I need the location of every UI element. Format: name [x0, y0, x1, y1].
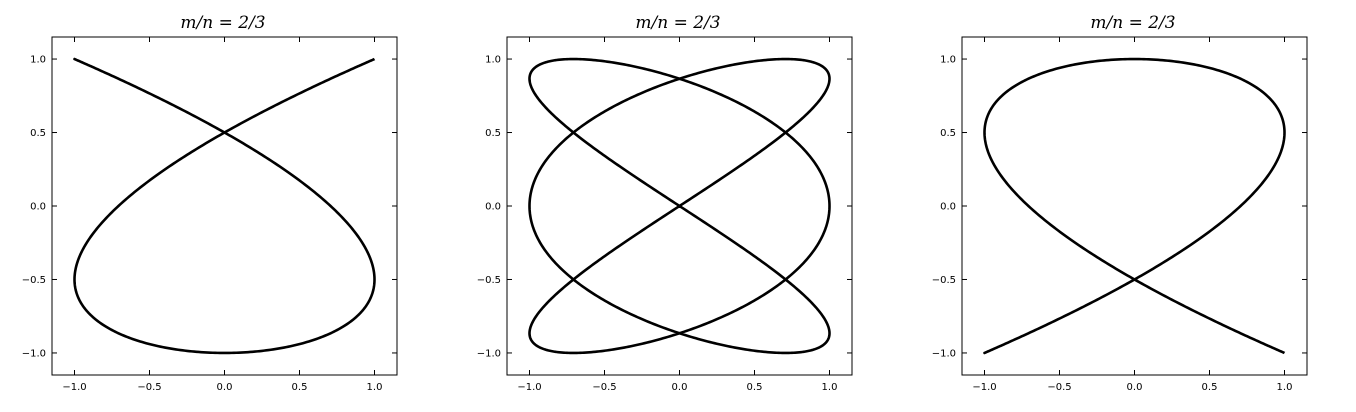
subplot-1-title: m/n = 2/3 [180, 13, 265, 33]
x-tick-label: −0.5 [137, 382, 161, 393]
x-tick-label: 0.5 [1202, 382, 1218, 393]
x-tick-label: −0.5 [1047, 382, 1071, 393]
y-tick-label: 0.0 [30, 202, 46, 213]
subplot-2-curve [528, 57, 831, 355]
y-tick-label: 0.5 [940, 128, 956, 139]
y-tick-label: 0.0 [485, 202, 501, 213]
y-tick-label: −1.0 [22, 348, 46, 359]
subplot-1-axes-frame [51, 36, 398, 376]
y-tick-label: −0.5 [22, 275, 46, 286]
subplot-1: m/n = 2/3 −1.0 −0.5 0.0 0.5 1.0 −1.0 −0.5 0.0 0.… [22, 13, 398, 393]
x-tick-label: 0.5 [747, 382, 763, 393]
subplot-3-title: m/n = 2/3 [1090, 13, 1175, 33]
x-tick-label: −1.0 [62, 382, 86, 393]
x-tick-label: 0.0 [1127, 382, 1143, 393]
y-tick-label: −1.0 [932, 348, 956, 359]
x-tick-label: 1.0 [822, 382, 838, 393]
subplot-3-curve [983, 57, 1286, 355]
x-tick-label: 0.0 [672, 382, 688, 393]
y-tick-label: 0.5 [485, 128, 501, 139]
y-tick-label: 0.5 [30, 128, 46, 139]
subplot-2: m/n = 2/3 −1.0 −0.5 0.0 0.5 1.0 −1.0 −0.5 0.0 0.… [477, 13, 853, 393]
y-tick-label: 1.0 [940, 55, 956, 66]
y-tick-label: 0.0 [940, 202, 956, 213]
subplot-3-axes-frame [961, 36, 1308, 376]
subplot-2-title: m/n = 2/3 [635, 13, 720, 33]
x-tick-label: 0.0 [217, 382, 233, 393]
subplot-1-curve [73, 57, 376, 355]
x-tick-label: 1.0 [367, 382, 383, 393]
x-tick-label: −1.0 [972, 382, 996, 393]
x-tick-label: −0.5 [592, 382, 616, 393]
x-tick-label: −1.0 [517, 382, 541, 393]
y-tick-label: −0.5 [477, 275, 501, 286]
y-tick-label: −0.5 [932, 275, 956, 286]
y-tick-label: 1.0 [485, 55, 501, 66]
x-tick-label: 0.5 [292, 382, 308, 393]
y-tick-label: 1.0 [30, 55, 46, 66]
y-tick-label: −1.0 [477, 348, 501, 359]
subplot-3: m/n = 2/3 −1.0 −0.5 0.0 0.5 1.0 −1.0 −0.5 0.0 0.… [932, 13, 1308, 393]
x-tick-label: 1.0 [1277, 382, 1293, 393]
